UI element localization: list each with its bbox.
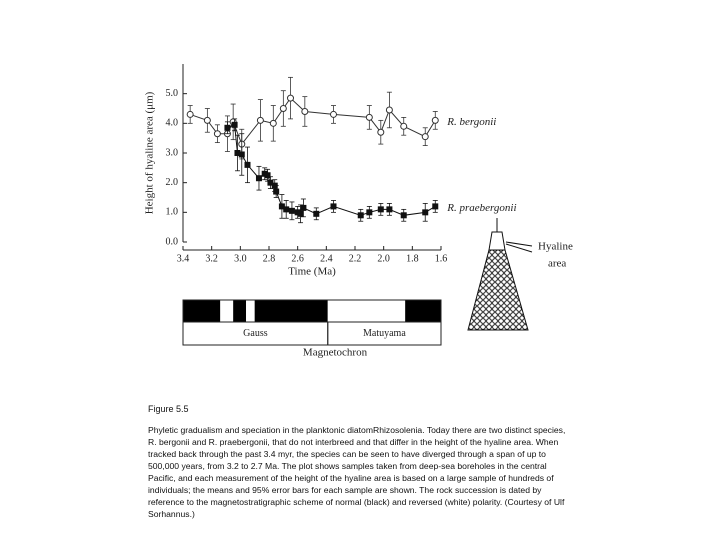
chron-label: Gauss [243, 328, 268, 339]
y-tick-label: 4.0 [166, 118, 179, 129]
point [330, 203, 337, 210]
point [432, 203, 439, 210]
point [313, 210, 320, 217]
x-tick-label: 2.2 [349, 253, 362, 264]
polarity-segment [183, 300, 221, 322]
point [365, 113, 373, 121]
point [256, 116, 264, 124]
y-tick-label: 0.0 [166, 236, 179, 247]
point [386, 206, 393, 213]
point [224, 124, 231, 131]
figure-label: Figure 5.5 [148, 404, 189, 414]
point [244, 161, 251, 168]
x-tick-label: 2.4 [320, 253, 333, 264]
point [213, 130, 221, 138]
point [357, 212, 364, 219]
x-tick-label: 1.6 [435, 253, 448, 264]
point [267, 179, 274, 186]
point [400, 212, 407, 219]
point [421, 133, 429, 141]
y-tick-label: 5.0 [166, 88, 179, 99]
x-tick-label: 2.0 [377, 253, 390, 264]
point [283, 206, 290, 213]
polarity-segment [220, 300, 234, 322]
series-label: R. praebergonii [446, 202, 516, 214]
point [287, 94, 294, 102]
point [431, 116, 439, 124]
series-label: R. bergonii [446, 116, 496, 128]
point [234, 150, 241, 156]
y-tick-label: 1.0 [166, 207, 179, 218]
chron-frame [182, 299, 442, 346]
point [300, 204, 307, 211]
diatom-illustration [467, 218, 533, 331]
point [231, 121, 238, 128]
point [279, 105, 287, 112]
point [377, 206, 384, 213]
x-tick-label: 2.6 [291, 253, 304, 264]
polarity-segment [327, 300, 406, 322]
point [273, 188, 280, 195]
x-tick-label: 3.0 [234, 253, 247, 264]
y-tick-label: 2.0 [166, 177, 179, 188]
point [203, 116, 211, 124]
point [422, 209, 429, 216]
chron-label: Matuyama [363, 328, 406, 339]
point [385, 106, 393, 114]
polarity-segment [246, 300, 255, 322]
point [330, 110, 337, 118]
point [264, 172, 271, 179]
x-tick-label: 2.8 [263, 253, 276, 264]
point [301, 107, 309, 115]
x-tick-label: 3.2 [205, 253, 218, 264]
point [288, 207, 295, 214]
caption: Phyletic gradualism and speciation in th… [148, 425, 566, 519]
x-axis-label: Time (Ma) [288, 266, 336, 278]
x-tick-label: 1.8 [406, 253, 419, 264]
illustration-label: Hyaline [538, 241, 573, 253]
point [271, 182, 278, 189]
polarity-segment [254, 300, 328, 322]
point [297, 210, 304, 217]
point [238, 151, 245, 158]
y-axis-label: Height of hyaline area (μm) [144, 91, 156, 214]
point [186, 110, 194, 118]
polarity-segment [233, 300, 247, 322]
point [400, 122, 408, 130]
series-line [190, 97, 436, 146]
point [377, 128, 385, 136]
y-tick-label: 3.0 [166, 147, 179, 158]
point [278, 203, 285, 210]
chart: Hyaline area Time (Ma) Height of hyaline… [144, 64, 573, 359]
point [366, 209, 373, 216]
chron-title: Magnetochron [303, 347, 368, 359]
polarity-segment [405, 300, 441, 322]
point [269, 119, 277, 127]
x-tick-label: 3.4 [177, 253, 190, 264]
illustration-label: area [548, 258, 566, 270]
point [255, 175, 262, 182]
